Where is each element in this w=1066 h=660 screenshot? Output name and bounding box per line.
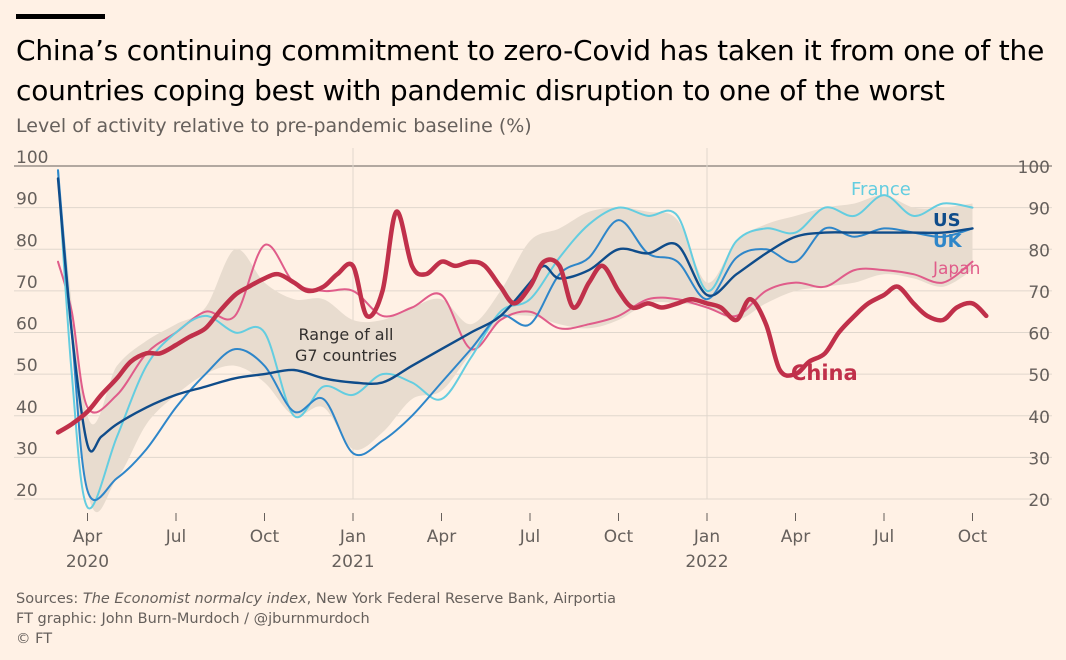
series-line-uk xyxy=(57,169,974,501)
series-label-us: US xyxy=(933,210,961,231)
sources-rest: , New York Federal Reserve Bank, Airport… xyxy=(306,591,617,607)
y-tick-left-40: 40 xyxy=(16,398,38,418)
y-tick-right-80: 80 xyxy=(1028,241,1050,261)
series-label-china: China xyxy=(791,361,858,385)
y-tick-right-50: 50 xyxy=(1028,366,1050,386)
x-tick-label: Oct xyxy=(250,527,280,547)
y-tick-right-70: 70 xyxy=(1028,283,1050,303)
series-label-uk: UK xyxy=(933,231,963,252)
series-line-china xyxy=(55,209,989,435)
x-tick-label: Jul xyxy=(519,527,541,547)
brand-bar xyxy=(16,14,105,19)
x-tick-year: 2022 xyxy=(685,552,728,572)
x-tick-year: 2020 xyxy=(66,552,109,572)
y-tick-right-40: 40 xyxy=(1028,408,1050,428)
credit-line: FT graphic: John Burn-Murdoch / @jburnmu… xyxy=(16,611,370,627)
range-label-line1: Range of all xyxy=(299,325,394,344)
chart-subtitle: Level of activity relative to pre-pandem… xyxy=(16,115,532,137)
y-tick-right-30: 30 xyxy=(1028,449,1050,469)
range-label-line2: G7 countries xyxy=(295,346,397,365)
y-tick-right-100: 100 xyxy=(1018,158,1050,178)
y-tick-left-30: 30 xyxy=(16,439,38,459)
sources-prefix: Sources: xyxy=(16,591,83,607)
chart-title: China’s continuing commitment to zero-Co… xyxy=(16,34,1045,107)
x-tick-label: Jan xyxy=(693,527,720,547)
y-tick-left-80: 80 xyxy=(16,231,38,251)
x-tick-label: Jan xyxy=(339,527,366,547)
x-tick-label: Oct xyxy=(604,527,634,547)
y-tick-left-90: 90 xyxy=(16,190,38,210)
series-label-france: France xyxy=(851,179,911,200)
x-tick-label: Apr xyxy=(781,527,810,547)
y-tick-left-100: 100 xyxy=(16,148,48,168)
series-label-japan: Japan xyxy=(932,259,980,279)
sources-line: Sources: The Economist normalcy index, N… xyxy=(16,589,616,609)
y-tick-right-90: 90 xyxy=(1028,200,1050,220)
x-tick-label: Apr xyxy=(427,527,456,547)
x-tick-label: Oct xyxy=(958,527,988,547)
y-tick-left-20: 20 xyxy=(16,481,38,501)
chart-footer: Sources: The Economist normalcy index, N… xyxy=(16,589,616,649)
y-tick-left-60: 60 xyxy=(16,315,38,335)
series-line-france xyxy=(57,169,974,510)
copyright-line: © FT xyxy=(16,631,53,647)
y-tick-right-20: 20 xyxy=(1028,491,1050,511)
x-tick-label: Jul xyxy=(873,527,895,547)
y-tick-left-50: 50 xyxy=(16,356,38,376)
sources-italic: The Economist normalcy index xyxy=(82,591,307,607)
y-tick-right-60: 60 xyxy=(1028,325,1050,345)
series-line-us xyxy=(56,177,974,453)
x-tick-year: 2021 xyxy=(331,552,374,572)
x-tick-label: Jul xyxy=(165,527,187,547)
y-tick-left-70: 70 xyxy=(16,273,38,293)
g7-range-band xyxy=(58,170,973,513)
x-tick-label: Apr xyxy=(73,527,102,547)
